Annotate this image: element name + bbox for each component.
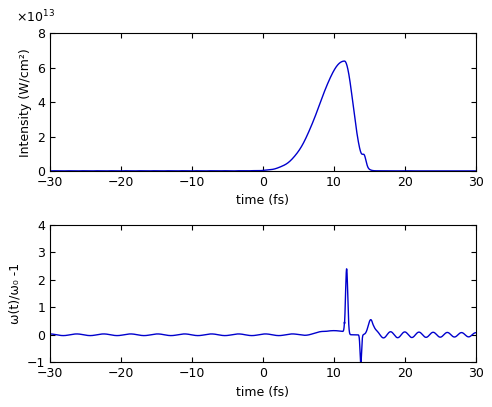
- Text: $\times 10^{13}$: $\times 10^{13}$: [16, 9, 55, 25]
- Y-axis label: ω(t)/ω₀ -1: ω(t)/ω₀ -1: [8, 263, 21, 324]
- X-axis label: time (fs): time (fs): [237, 386, 289, 399]
- X-axis label: time (fs): time (fs): [237, 194, 289, 207]
- Y-axis label: Intensity (W/cm²): Intensity (W/cm²): [19, 48, 31, 157]
